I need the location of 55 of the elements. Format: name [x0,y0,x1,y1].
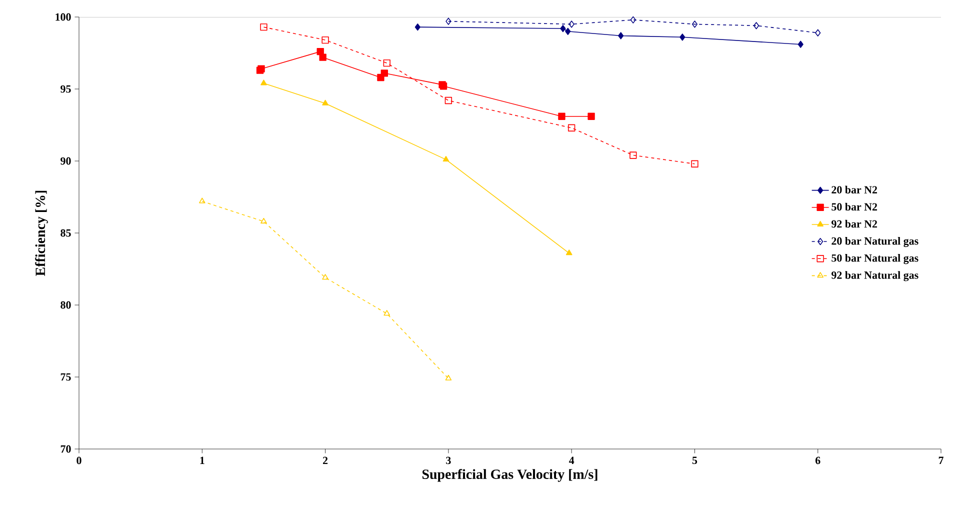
point [444,96,452,104]
point [380,70,388,77]
point [692,20,698,28]
legend-label: 20 bar N2 [832,186,878,194]
point [560,24,566,32]
y-tick-label: 70 [60,445,71,453]
legend-label: 92 bar N2 [832,220,878,228]
y-tick-label: 80 [60,301,71,309]
point [568,124,576,132]
x-axis-title: Superficial Gas Velocity [m/s] [422,469,598,482]
point [815,29,821,36]
point [798,40,804,48]
point [384,310,390,316]
x-tick-label: 1 [200,456,204,464]
point [630,16,636,24]
legend-label: 92 bar Natural gas [832,271,918,282]
legend-label: 50 bar N2 [832,202,878,211]
point [566,250,572,256]
point [260,80,267,86]
y-tick-label: 100 [56,13,71,21]
point [322,100,328,106]
legend-label: 20 bar Natural gas [832,236,918,248]
point [680,34,686,41]
point [319,54,326,61]
point [754,22,760,30]
x-tick-label: 5 [692,456,698,464]
point [442,156,450,162]
point [618,32,624,40]
y-tick-label: 95 [60,85,71,93]
point [568,20,574,28]
point [446,18,452,25]
x-tick-label: 0 [76,456,82,464]
x-tick-label: 6 [815,456,820,464]
point [322,36,329,44]
point [588,112,595,120]
point [445,374,452,380]
x-tick-label: 3 [446,456,451,464]
y-tick-label: 90 [60,157,71,165]
x-tick-label: 2 [323,456,328,464]
legend-label: 50 bar Natural gas [832,254,918,264]
point [691,160,698,168]
x-tick-label: 4 [568,456,574,464]
y-tick-label: 75 [60,373,71,381]
x-tick-label: 7 [938,456,944,464]
point [260,23,268,31]
y-axis-title: Efficiency [%] [35,190,48,276]
y-tick-label: 85 [60,229,71,237]
point [322,274,328,280]
point [630,152,637,159]
point [414,23,420,31]
point [198,198,206,204]
point [383,59,390,67]
point [558,112,566,120]
point [260,218,267,224]
point [565,28,571,35]
